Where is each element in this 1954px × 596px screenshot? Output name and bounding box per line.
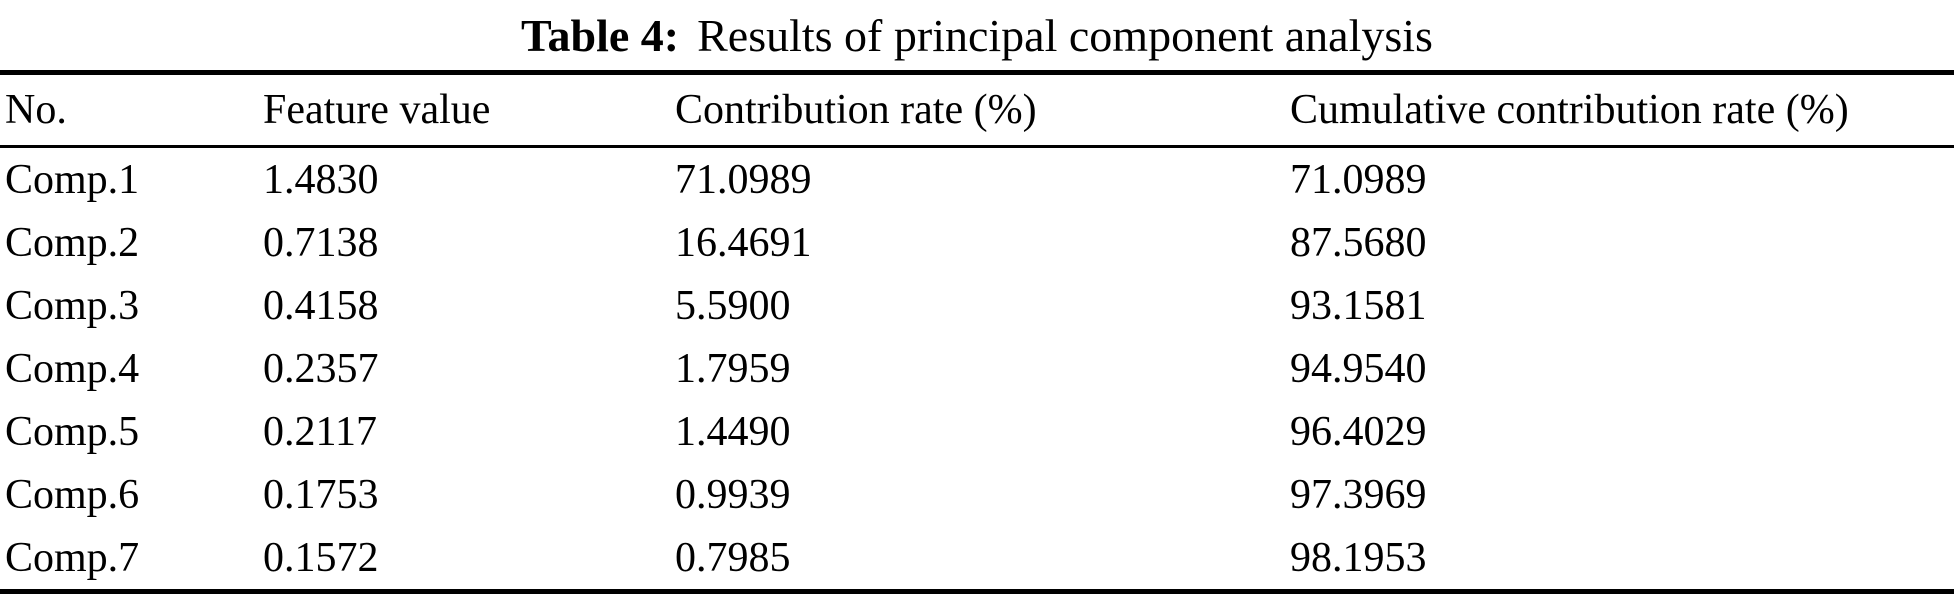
table-caption-title: Results of principal component analysis	[697, 10, 1433, 61]
contribution-rate-cell: 71.0989	[675, 156, 812, 203]
table-row: Comp.6 0.1753 0.9939 97.3969	[0, 463, 1954, 526]
contribution-rate-cell: 1.4490	[675, 408, 791, 455]
cumulative-rate-cell: 71.0989	[1290, 156, 1427, 203]
row-label-cell: Comp.5	[5, 408, 140, 455]
table-row: Comp.7 0.1572 0.7985 98.1953	[0, 526, 1954, 592]
feature-value-cell: 0.4158	[263, 282, 379, 329]
column-header-no: No.	[0, 72, 263, 148]
table-row: Comp.2 0.7138 16.4691 87.5680	[0, 211, 1954, 274]
cumulative-rate-cell: 97.3969	[1290, 471, 1427, 518]
table-caption: Table 4: Results of principal component …	[0, 0, 1954, 70]
feature-value-cell: 1.4830	[263, 156, 379, 203]
contribution-rate-cell: 0.7985	[675, 534, 791, 581]
feature-value-cell: 0.7138	[263, 219, 379, 266]
row-label-cell: Comp.3	[5, 282, 140, 329]
table-row: Comp.4 0.2357 1.7959 94.9540	[0, 337, 1954, 400]
row-label-cell: Comp.7	[5, 534, 140, 581]
table-row: Comp.1 1.4830 71.0989 71.0989	[0, 147, 1954, 212]
cumulative-rate-cell: 94.9540	[1290, 345, 1427, 392]
column-header-contribution-rate: Contribution rate (%)	[675, 72, 1290, 148]
column-header-feature-value: Feature value	[263, 72, 675, 148]
header-row: No. Feature value Contribution rate (%) …	[0, 72, 1954, 148]
contribution-rate-cell: 5.5900	[675, 282, 791, 329]
feature-value-cell: 0.2117	[263, 408, 377, 455]
contribution-rate-cell: 1.7959	[675, 345, 791, 392]
contribution-rate-cell: 0.9939	[675, 471, 791, 518]
contribution-rate-cell: 16.4691	[675, 219, 812, 266]
cumulative-rate-cell: 87.5680	[1290, 219, 1427, 266]
row-label-cell: Comp.6	[5, 471, 140, 518]
cumulative-rate-cell: 93.1581	[1290, 282, 1427, 329]
row-label-cell: Comp.1	[5, 156, 140, 203]
table-row: Comp.3 0.4158 5.5900 93.1581	[0, 274, 1954, 337]
feature-value-cell: 0.2357	[263, 345, 379, 392]
row-label-cell: Comp.2	[5, 219, 140, 266]
pca-results-table: No. Feature value Contribution rate (%) …	[0, 70, 1954, 594]
table-row: Comp.5 0.2117 1.4490 96.4029	[0, 400, 1954, 463]
cumulative-rate-cell: 98.1953	[1290, 534, 1427, 581]
feature-value-cell: 0.1753	[263, 471, 379, 518]
cumulative-rate-cell: 96.4029	[1290, 408, 1427, 455]
feature-value-cell: 0.1572	[263, 534, 379, 581]
row-label-cell: Comp.4	[5, 345, 140, 392]
table-caption-label: Table 4:	[521, 10, 680, 61]
column-header-cumulative-contribution-rate: Cumulative contribution rate (%)	[1290, 72, 1954, 148]
